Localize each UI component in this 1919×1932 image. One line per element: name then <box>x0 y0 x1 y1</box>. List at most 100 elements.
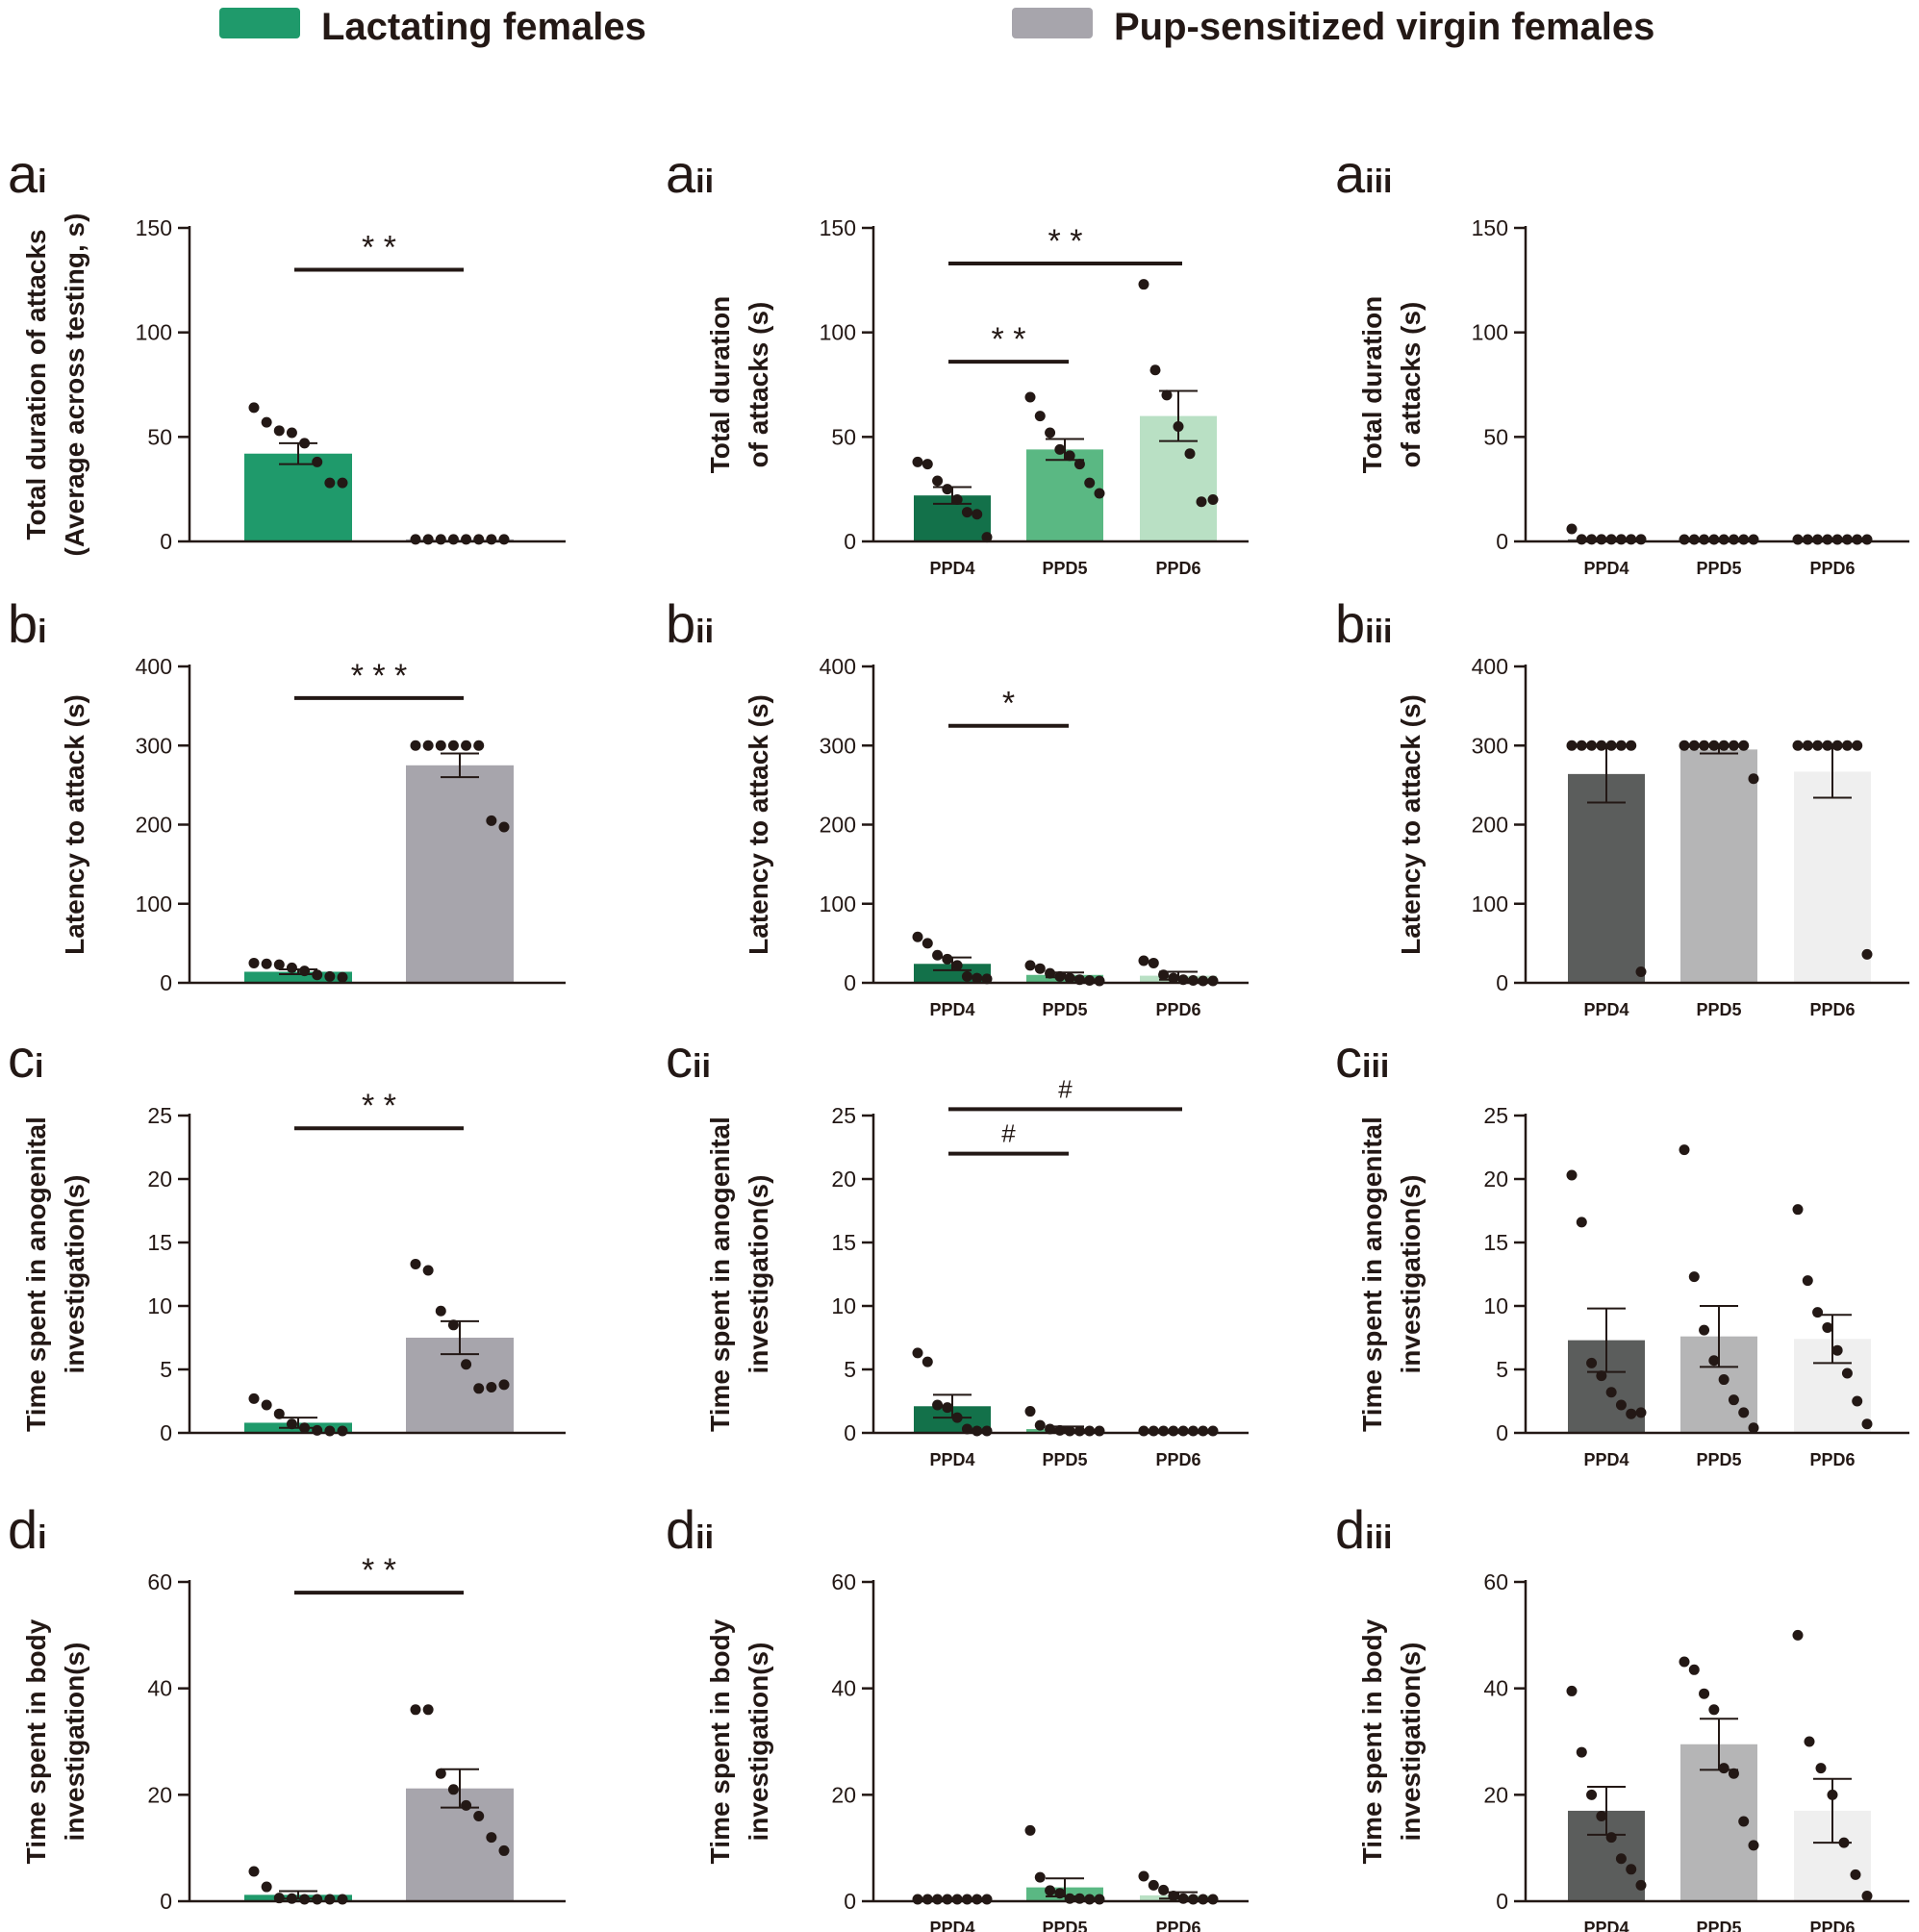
data-point <box>261 1881 272 1893</box>
y-tick-label: 300 <box>820 733 856 758</box>
panel-label-aii: aii <box>666 143 714 204</box>
data-point <box>1792 1204 1804 1216</box>
x-tick-label: PPD4 <box>1583 1450 1629 1469</box>
data-point <box>912 1347 923 1359</box>
data-point <box>486 1832 497 1844</box>
data-point <box>1822 740 1833 751</box>
y-tick-label: 400 <box>820 654 856 679</box>
data-point <box>422 740 434 751</box>
data-point <box>473 1810 485 1821</box>
y-tick-label: 50 <box>831 424 856 449</box>
y-tick-label: 50 <box>1483 424 1508 449</box>
data-point <box>1615 534 1627 545</box>
data-point <box>1138 1425 1149 1437</box>
significance-label: # <box>1001 1119 1016 1148</box>
data-point <box>1207 1894 1219 1905</box>
data-point <box>972 1894 983 1905</box>
data-point <box>1198 1425 1209 1437</box>
panel-aiii: aiii Total duration of attacks (s) 0 50 100 15… <box>1335 143 1909 578</box>
data-point <box>1812 740 1824 751</box>
data-point <box>1738 1407 1750 1418</box>
bar <box>1026 449 1103 541</box>
data-point <box>422 1265 434 1276</box>
data-point <box>912 456 923 467</box>
data-point <box>1812 1307 1824 1318</box>
data-point <box>1576 1217 1587 1228</box>
data-point <box>1699 740 1710 751</box>
x-tick-label: PPD5 <box>1696 1450 1741 1469</box>
data-point <box>1822 534 1833 545</box>
data-point <box>922 938 933 949</box>
panel-letter: b <box>8 593 38 654</box>
data-point <box>1034 411 1046 422</box>
y-tick-label: 0 <box>1496 1889 1508 1914</box>
panel-ai: ai Total duration of attacks (Average acro… <box>8 143 566 556</box>
data-point <box>1024 1824 1036 1836</box>
data-point <box>1699 534 1710 545</box>
y-tick-label: 200 <box>820 813 856 838</box>
data-point <box>1841 740 1853 751</box>
significance-label: * <box>1002 686 1015 722</box>
y-axis-label: Time spent in body <box>21 1618 51 1864</box>
legend-label-virgin: Pup-sensitized virgin females <box>1114 6 1655 48</box>
y-tick-label: 0 <box>1496 529 1508 554</box>
data-point <box>1158 969 1170 981</box>
data-point <box>1738 740 1750 751</box>
data-point <box>972 1425 983 1437</box>
panel-ci: ci Time spent in anogenital investigation(… <box>8 1028 566 1445</box>
data-point <box>1161 389 1173 401</box>
panel-cii: cii Time spent in anogenital investigation… <box>666 1028 1249 1469</box>
y-tick-label: 15 <box>147 1230 172 1255</box>
data-point <box>410 534 421 545</box>
y-tick-label: 100 <box>820 320 856 345</box>
data-point <box>1748 773 1759 785</box>
x-tick-label: PPD6 <box>1809 1000 1855 1019</box>
panel-subscript: iii <box>1362 1048 1389 1085</box>
data-point <box>248 402 260 414</box>
data-point <box>1626 740 1637 751</box>
y-tick-label: 100 <box>1472 320 1508 345</box>
legend-label-lactating: Lactating females <box>321 6 646 48</box>
data-point <box>1605 740 1617 751</box>
data-point <box>1596 1370 1607 1382</box>
data-point <box>912 931 923 942</box>
data-point <box>312 456 323 467</box>
panel-bii: bii Latency to attack (s) 0 100 200 300 400 PPD… <box>666 593 1249 1019</box>
data-point <box>1635 966 1647 977</box>
data-point <box>299 438 311 449</box>
data-point <box>1738 1816 1750 1827</box>
data-point <box>1596 1810 1607 1821</box>
y-tick-label: 40 <box>147 1676 172 1701</box>
y-tick-label: 10 <box>831 1293 856 1318</box>
data-point <box>312 1424 323 1436</box>
data-point <box>1728 740 1739 751</box>
data-point <box>951 494 963 506</box>
data-point <box>1688 1271 1700 1283</box>
panel-letter: a <box>666 143 696 204</box>
data-point <box>1728 1394 1739 1406</box>
data-point <box>1861 948 1873 960</box>
y-tick-label: 15 <box>1483 1230 1508 1255</box>
data-point <box>1850 1869 1861 1880</box>
data-point <box>1064 972 1075 984</box>
panel-diii: diii Time spent in body investigation(s) 0 2… <box>1335 1499 1909 1932</box>
data-point <box>1045 967 1056 979</box>
data-point <box>1158 1884 1170 1895</box>
y-tick-label: 0 <box>844 1889 856 1914</box>
data-point <box>1094 1425 1105 1437</box>
data-point <box>1196 496 1207 508</box>
x-tick-label: PPD5 <box>1042 1450 1087 1469</box>
data-point <box>1615 740 1627 751</box>
panel-subscript: i <box>38 163 46 200</box>
panel-letter: d <box>1335 1499 1365 1560</box>
data-point <box>942 1402 953 1414</box>
data-point <box>1792 1629 1804 1641</box>
y-axis-label: Time spent in body <box>1357 1618 1387 1864</box>
data-point <box>1738 534 1750 545</box>
y-axis-label: investigation(s) <box>60 1175 89 1374</box>
x-tick-label: PPD5 <box>1696 1000 1741 1019</box>
y-axis-label: Latency to attack (s) <box>60 694 89 955</box>
data-point <box>1094 488 1105 499</box>
y-axis-label: Time spent in body <box>705 1618 735 1864</box>
y-axis-label: Total duration <box>1357 296 1387 474</box>
